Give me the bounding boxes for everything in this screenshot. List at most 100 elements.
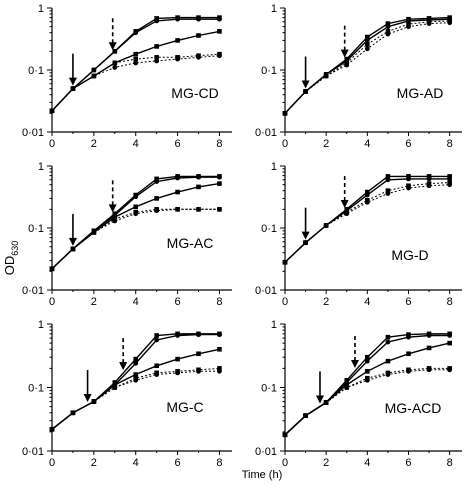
data-point-circle: [133, 377, 139, 383]
data-point-circle: [154, 18, 160, 24]
data-point-circle: [282, 110, 288, 116]
data-point-circle: [406, 334, 411, 340]
data-point-circle: [426, 183, 432, 189]
panel-label: MG-D: [391, 247, 428, 263]
x-tick-label: 6: [405, 296, 411, 308]
y-tick-label: 1: [271, 3, 277, 15]
data-point-circle: [196, 174, 201, 180]
panel-label: MG-ACD: [385, 400, 442, 416]
data-point-circle: [217, 368, 222, 374]
data-point-circle: [364, 199, 370, 205]
data-point-square: [365, 34, 370, 40]
series-line: [51, 175, 220, 270]
y-tick-label: 1: [271, 319, 277, 331]
data-point-circle: [175, 175, 180, 181]
data-point-circle: [217, 16, 222, 22]
data-point-circle: [196, 368, 201, 374]
y-tick-label: 0·01: [22, 446, 44, 458]
data-point-circle: [364, 192, 370, 198]
data-point-circle: [91, 73, 97, 79]
data-point-circle: [112, 65, 118, 70]
data-point-square: [365, 354, 370, 360]
data-point-circle: [447, 20, 453, 26]
data-point-square: [133, 204, 139, 210]
data-point-circle: [447, 182, 453, 188]
y-tick-label: 1: [38, 3, 44, 15]
data-point-circle: [217, 332, 222, 338]
x-tick-label: 0: [49, 138, 55, 150]
data-point-circle: [175, 56, 180, 62]
data-point-square: [385, 29, 391, 34]
data-point-circle: [196, 332, 201, 338]
data-point-circle: [91, 67, 97, 73]
x-tick-label: 8: [447, 457, 453, 469]
data-point-circle: [406, 185, 411, 191]
data-point-square: [406, 174, 411, 179]
data-point-circle: [175, 333, 180, 338]
data-point-circle: [217, 206, 222, 212]
arrow-head-icon: [108, 204, 117, 213]
x-tick-label: 2: [91, 138, 97, 150]
arrow-head-icon: [119, 362, 128, 371]
x-tick-label: 6: [405, 138, 411, 150]
panel-mg-cd: 0 2 4 6 8 0·01 0·1 1 MG-CD: [22, 3, 232, 150]
x-tick-label: 6: [175, 296, 181, 308]
arrow-head-icon: [108, 42, 117, 51]
x-tick-label: 0: [282, 457, 288, 469]
data-point-square: [385, 174, 391, 179]
data-point-square: [406, 332, 411, 337]
x-tick-label: 6: [405, 457, 411, 469]
arrow-head-icon: [350, 360, 359, 369]
x-tick-label: 2: [91, 457, 97, 469]
y-tick-label: 0·01: [22, 285, 44, 297]
data-point-square: [154, 333, 159, 338]
y-tick-label: 0·01: [255, 446, 277, 458]
x-tick-label: 4: [133, 296, 139, 308]
data-point-square: [385, 188, 391, 193]
arrow-head-icon: [68, 237, 77, 246]
data-point-circle: [323, 73, 329, 79]
x-tick-label: 4: [133, 138, 139, 150]
y-tick-label: 0·01: [255, 127, 277, 139]
data-point-circle: [303, 240, 308, 246]
x-axis-label: Time (h): [242, 469, 283, 481]
x-tick-label: 2: [91, 296, 97, 308]
data-point-circle: [91, 399, 97, 404]
data-point-square: [217, 181, 222, 186]
data-point-circle: [426, 21, 432, 27]
data-point-square: [196, 33, 201, 38]
x-tick-label: 6: [175, 457, 181, 469]
y-tick-label: 0·01: [255, 285, 277, 297]
data-point-square: [154, 196, 159, 201]
x-tick-label: 8: [447, 138, 453, 150]
data-point-circle: [344, 62, 350, 68]
data-point-circle: [49, 266, 55, 272]
x-tick-label: 2: [323, 296, 329, 308]
y-tick-label: 0·1: [261, 65, 277, 77]
data-point-circle: [49, 108, 55, 114]
data-point-circle: [364, 38, 370, 43]
data-point-circle: [385, 24, 391, 30]
data-point-circle: [91, 229, 97, 235]
x-tick-label: 4: [364, 138, 370, 150]
data-point-square: [112, 60, 118, 66]
data-point-circle: [303, 89, 308, 94]
data-point-square: [154, 176, 159, 182]
arrow-head-icon: [340, 49, 349, 58]
data-point-circle: [447, 176, 453, 182]
data-point-circle: [133, 194, 139, 200]
data-point-circle: [175, 370, 180, 376]
data-point-circle: [70, 410, 76, 416]
data-point-square: [447, 174, 452, 179]
data-point-circle: [154, 372, 160, 377]
data-point-circle: [364, 46, 370, 52]
data-point-circle: [217, 174, 222, 180]
data-point-square: [175, 189, 180, 195]
data-point-square: [447, 340, 452, 346]
data-point-circle: [447, 367, 453, 373]
y-tick-label: 0·1: [28, 383, 44, 395]
data-point-circle: [426, 367, 432, 373]
x-tick-label: 4: [133, 457, 139, 469]
data-point-circle: [133, 60, 139, 66]
data-point-circle: [154, 337, 160, 343]
